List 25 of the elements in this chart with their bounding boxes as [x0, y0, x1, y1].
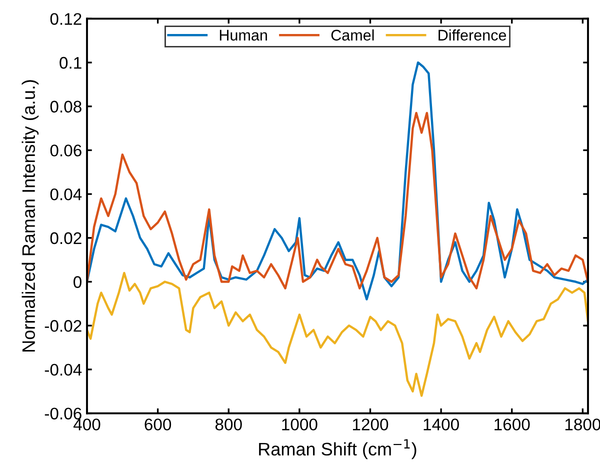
legend-label: Difference [438, 29, 506, 41]
x-tick-label: 400 [73, 418, 100, 430]
line-series [87, 61, 588, 300]
y-tick-label: 0.12 [50, 13, 82, 25]
y-tick-label: -0.02 [44, 320, 82, 332]
x-tick-label: 1200 [352, 418, 388, 430]
y-axis-title: Normalized Raman Intensity (a.u.) [22, 80, 39, 352]
y-tick-label: 0.06 [50, 144, 82, 156]
x-tick-label: 1400 [424, 418, 459, 430]
x-tick-label: 1600 [494, 418, 530, 430]
line-series [87, 272, 588, 397]
y-tick-label: -0.04 [44, 364, 82, 376]
x-tick-label: 1000 [282, 418, 318, 430]
x-axis-title: Raman Shift (cm$^{−1}$) [259, 439, 416, 460]
y-tick-label: -0.06 [44, 408, 82, 420]
legend-label: Human [220, 30, 267, 41]
y-tick-label: 0.1 [60, 56, 82, 69]
y-tick-label: 0 [74, 276, 82, 288]
line-series [87, 112, 588, 290]
y-tick-label: 0.04 [50, 188, 82, 200]
y-tick-label: 0.02 [50, 232, 82, 244]
legend-label: Camel [331, 29, 374, 41]
y-tick-label: 0.08 [50, 100, 82, 113]
x-tick-label: 600 [144, 418, 172, 430]
x-tick-label: 800 [215, 418, 242, 430]
